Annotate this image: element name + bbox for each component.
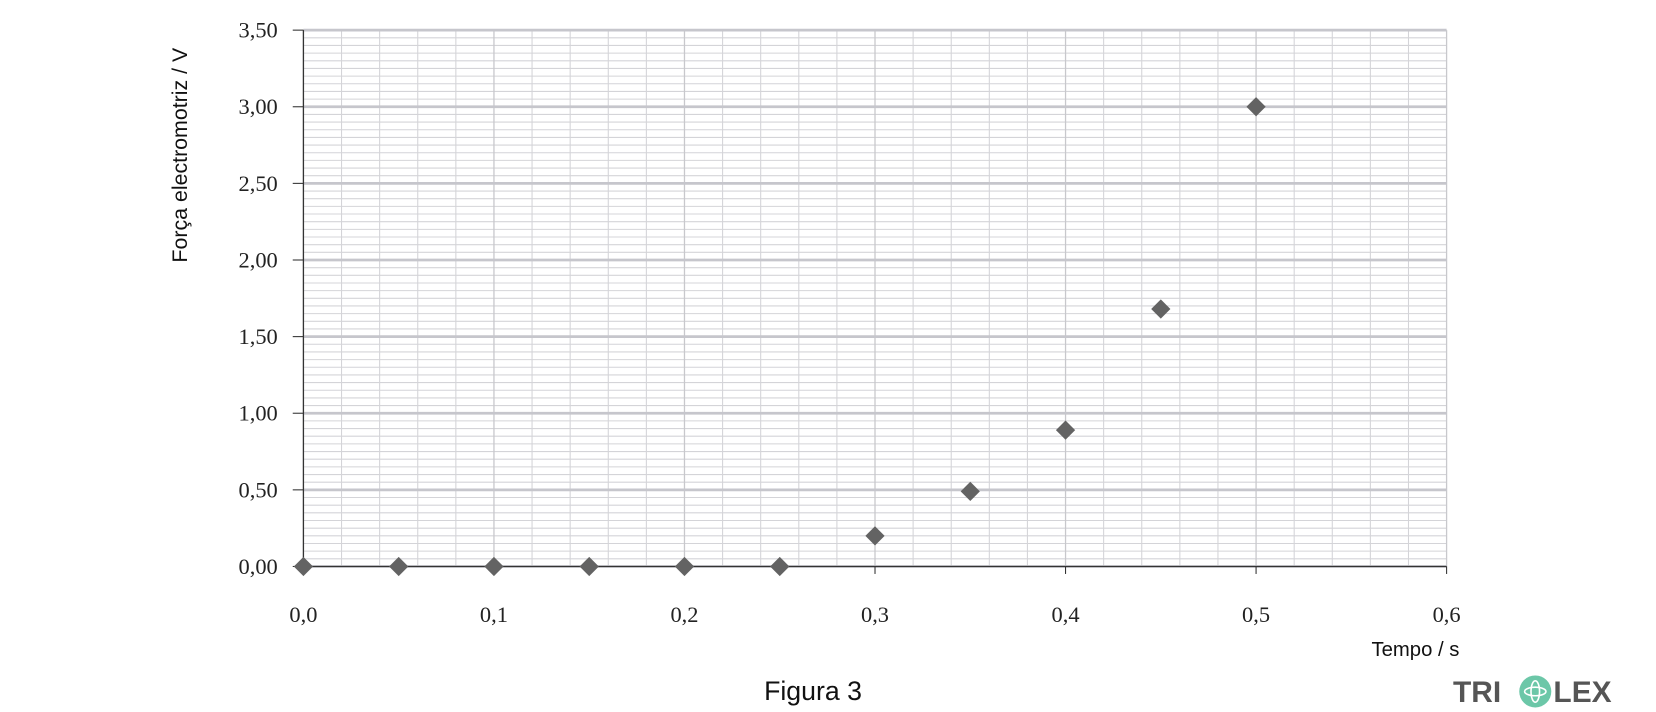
x-tick-label: 0,4 bbox=[1052, 602, 1080, 627]
y-tick-label: 3,00 bbox=[239, 94, 278, 119]
point bbox=[1055, 420, 1076, 440]
y-tick-label: 1,00 bbox=[239, 401, 278, 426]
y-tick-label: 0,50 bbox=[239, 477, 278, 502]
point bbox=[389, 556, 409, 577]
point bbox=[579, 556, 599, 577]
point bbox=[674, 556, 695, 577]
point bbox=[770, 556, 790, 577]
point bbox=[960, 481, 980, 502]
watermark-icon bbox=[1519, 675, 1552, 708]
point bbox=[1246, 97, 1266, 117]
caption: Figura 3 bbox=[764, 676, 862, 706]
y-tick-label: 1,50 bbox=[239, 324, 278, 349]
y-tick-label: 2,50 bbox=[239, 171, 278, 196]
watermark: TRI LEX bbox=[1453, 675, 1612, 709]
x-tick-label: 0,3 bbox=[861, 602, 889, 627]
x-tick-label: 0,5 bbox=[1242, 602, 1270, 627]
y-tick-label: 3,50 bbox=[239, 18, 278, 43]
x-tick-label: 0,0 bbox=[289, 602, 317, 627]
x-tick-label: 0,1 bbox=[480, 602, 508, 627]
x-tick-label: 0,6 bbox=[1433, 602, 1461, 627]
point bbox=[293, 556, 314, 577]
watermark-text: TRI bbox=[1453, 676, 1501, 709]
y-tick-label: 0,00 bbox=[239, 554, 278, 579]
x-tick-label: 0,2 bbox=[670, 602, 698, 627]
point bbox=[865, 526, 885, 546]
y-tick-label: 2,00 bbox=[239, 247, 278, 272]
watermark-icon-orbit bbox=[1523, 686, 1547, 697]
point bbox=[484, 556, 504, 577]
x-axis-label: Tempo / s bbox=[1371, 639, 1459, 661]
point bbox=[1151, 299, 1171, 319]
y-axis-label: Força electromotriz / V bbox=[168, 47, 192, 263]
watermark-icon-orbit bbox=[1530, 679, 1541, 703]
watermark-text: LEX bbox=[1553, 676, 1611, 709]
